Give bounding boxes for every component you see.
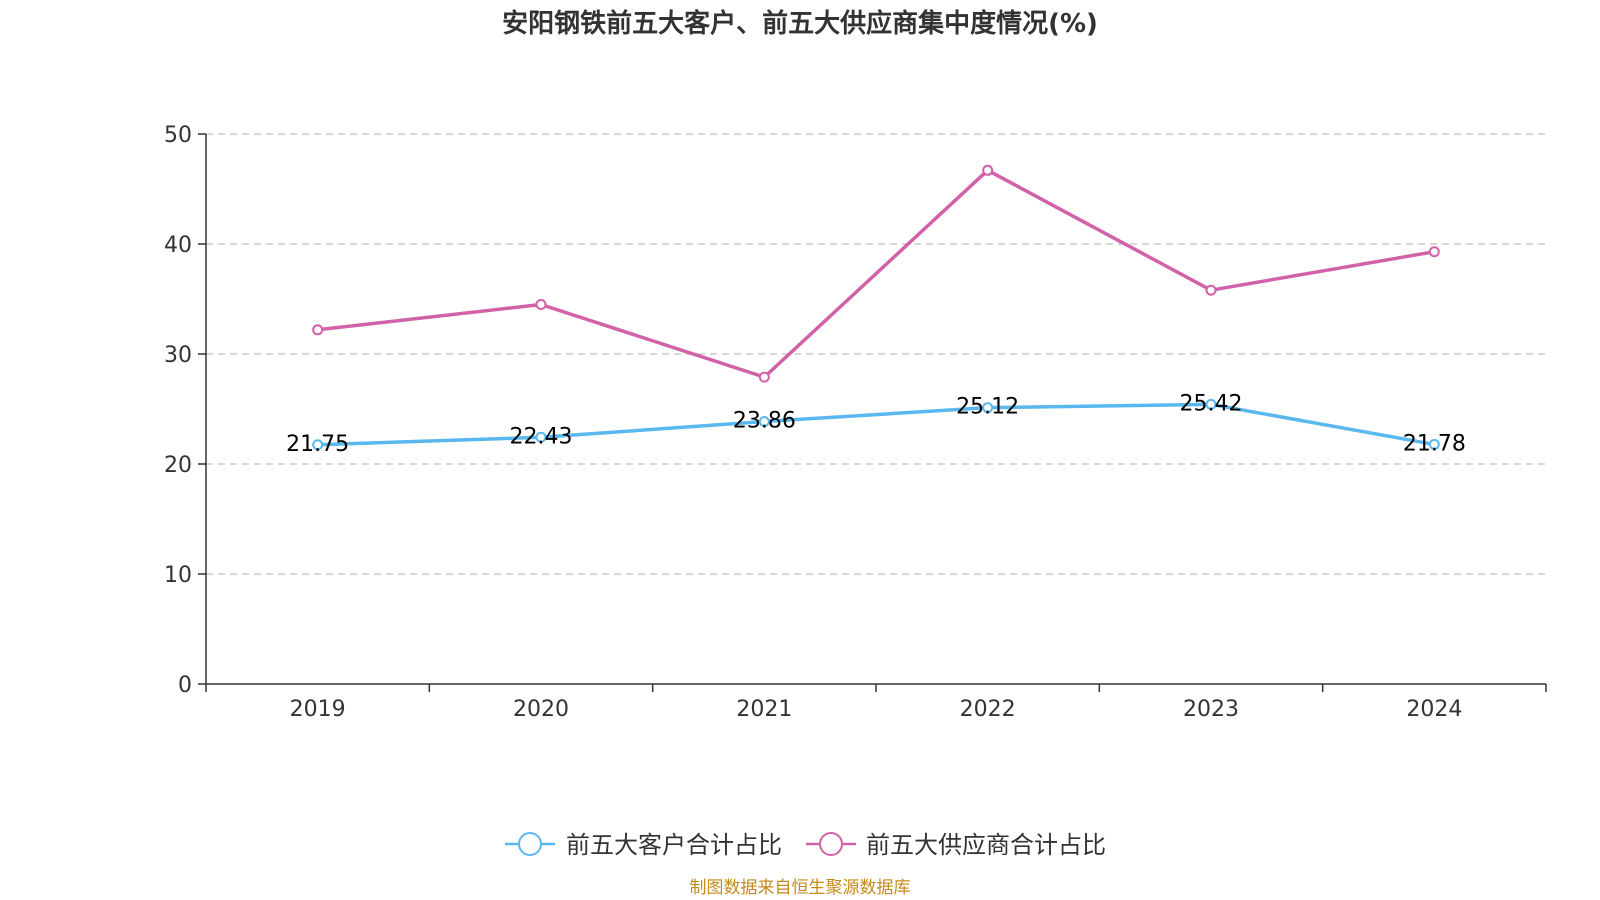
legend: 前五大客户合计占比 前五大供应商合计占比 [505, 831, 1106, 859]
series-1-point [1205, 284, 1217, 296]
series-1-point [758, 371, 770, 383]
x-tick-label: 2021 [736, 697, 792, 722]
x-tick-label: 2024 [1406, 697, 1462, 722]
series-lines [312, 164, 1440, 451]
grid-lines [206, 133, 1546, 575]
data-label: 25.12 [956, 395, 1019, 420]
series-0-point [535, 431, 547, 443]
x-tick-label: 2022 [960, 697, 1016, 722]
x-tick-label: 2019 [290, 697, 346, 722]
y-tick-label: 20 [164, 453, 192, 478]
axes: 0 10 20 30 40 50 2019 2020 2021 2022 2023 2024 [164, 123, 1547, 722]
series-0-point [982, 402, 994, 414]
chart-title: 安阳钢铁前五大客户、前五大供应商集中度情况(%) [502, 8, 1098, 39]
legend-label: 前五大供应商合计占比 [866, 831, 1106, 859]
series-line-0 [315, 402, 1437, 447]
x-tick-label: 2020 [513, 697, 569, 722]
data-labels: 21.75 22.43 23.86 25.12 25.42 21.78 [286, 391, 1466, 456]
series-0-point [1205, 398, 1217, 410]
legend-label: 前五大客户合计占比 [566, 831, 782, 859]
series-0-point [312, 439, 324, 451]
series-0-point [758, 416, 770, 428]
data-label: 21.78 [1403, 431, 1466, 456]
data-label: 21.75 [286, 432, 349, 457]
data-label: 22.43 [510, 424, 573, 449]
data-label: 23.86 [733, 409, 796, 434]
series-1-point [1428, 246, 1440, 258]
legend-marker [819, 832, 843, 856]
y-tick-label: 30 [164, 343, 192, 368]
legend-marker [518, 832, 542, 856]
data-label: 25.42 [1180, 391, 1243, 416]
y-tick-label: 50 [164, 123, 192, 148]
series-1-point [535, 299, 547, 310]
series-1-point [312, 324, 324, 336]
series-0-point [1428, 438, 1440, 450]
source-note: 制图数据来自恒生聚源数据库 [690, 878, 911, 898]
y-tick-label: 0 [178, 673, 192, 698]
y-tick-label: 40 [164, 233, 192, 258]
y-tick-label: 10 [164, 563, 192, 588]
x-tick-label: 2023 [1183, 697, 1239, 722]
series-line-1 [315, 168, 1437, 379]
series-1-point [982, 164, 994, 176]
